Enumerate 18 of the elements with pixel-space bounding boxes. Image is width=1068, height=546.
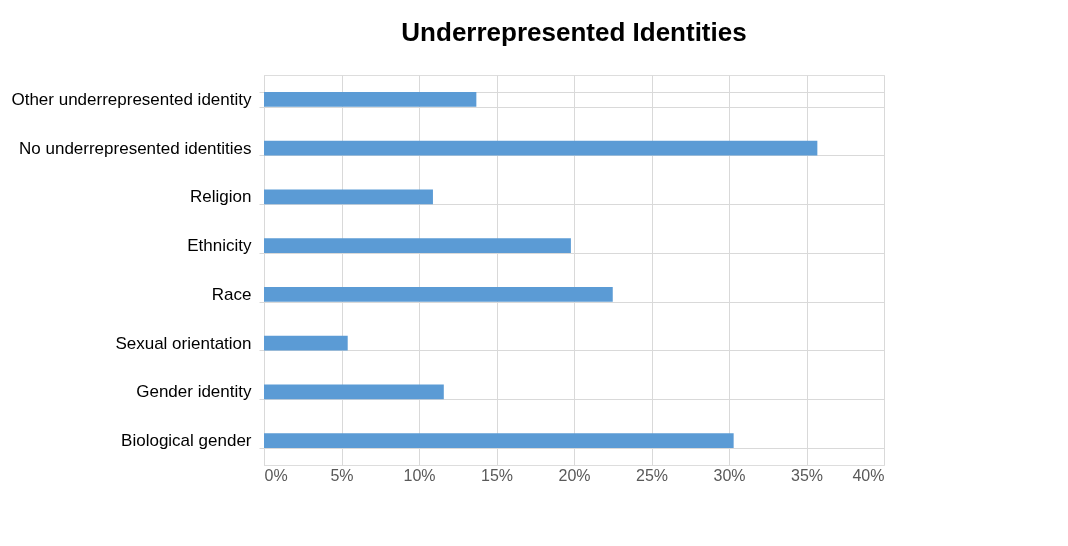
x-tick-label: 5% [330, 466, 354, 484]
chart-title: Underrepresented Identities [401, 17, 747, 47]
x-tick-label: 10% [403, 466, 436, 484]
x-tick-label: 0% [264, 466, 288, 484]
x-tick-label: 15% [480, 466, 514, 484]
y-tick-label: Sexual orientation [115, 333, 252, 353]
y-tick-label: Religion [190, 187, 252, 207]
y-tick-label: Other underrepresented identity [11, 89, 252, 109]
y-tick-label: Ethnicity [187, 236, 252, 256]
x-tick-label: 25% [635, 466, 669, 484]
x-tick-label: 40% [852, 466, 885, 484]
x-tick-label: 30% [713, 466, 746, 484]
y-tick-label: Gender identity [136, 382, 252, 402]
y-tick-label: Race [211, 284, 252, 304]
y-tick-label: No underrepresented identities [19, 138, 252, 158]
x-tick-label: 20% [558, 466, 591, 484]
x-tick-label: 35% [790, 466, 824, 484]
y-tick-label: Biological gender [121, 431, 252, 451]
